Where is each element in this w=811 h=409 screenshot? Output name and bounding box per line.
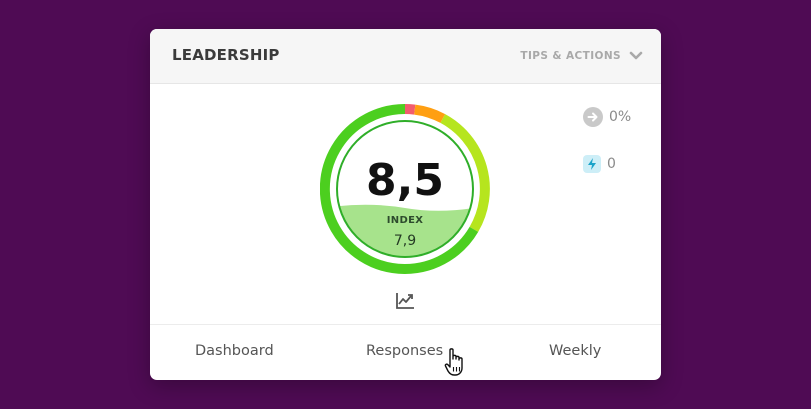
score-value: 8,5	[366, 155, 444, 206]
tab-responses[interactable]: Responses	[366, 343, 444, 359]
leadership-card: LEADERSHIP TIPS & ACTIONS 8,5 INDEX 7,9	[150, 29, 661, 380]
gauge-segment-yellow-green	[440, 114, 490, 232]
stat-change: 0%	[583, 106, 631, 128]
stat-change-value: 0%	[609, 109, 632, 125]
tips-and-actions-label: TIPS & ACTIONS	[520, 50, 621, 62]
trend-chart-icon[interactable]	[394, 291, 416, 311]
card-title: LEADERSHIP	[172, 46, 280, 64]
stat-activity: 0	[583, 153, 616, 175]
index-value: 7,9	[393, 233, 417, 249]
lightning-bolt-icon	[583, 155, 601, 173]
stat-activity-value: 0	[607, 156, 616, 172]
gauge-segment-red	[404, 104, 416, 115]
tab-dashboard[interactable]: Dashboard	[195, 343, 274, 359]
card-footer-nav: Dashboard Responses Weekly	[150, 324, 661, 380]
index-label: INDEX	[386, 215, 424, 226]
gauge-segment-orange	[413, 104, 446, 123]
score-gauge[interactable]	[320, 104, 490, 274]
tab-weekly[interactable]: Weekly	[549, 343, 602, 359]
chevron-down-icon	[629, 51, 643, 60]
arrow-right-circle-icon	[583, 107, 603, 127]
inner-border	[336, 120, 474, 258]
card-header: LEADERSHIP TIPS & ACTIONS	[150, 29, 661, 84]
tips-and-actions-toggle[interactable]: TIPS & ACTIONS	[520, 43, 643, 69]
gauge-segment-green	[320, 104, 479, 274]
